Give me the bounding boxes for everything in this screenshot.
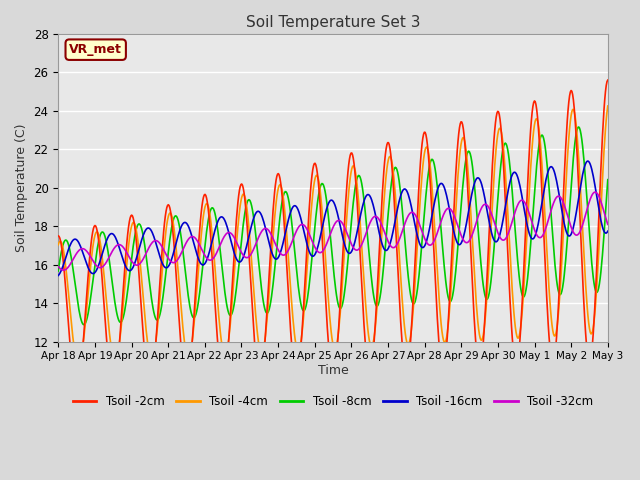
Y-axis label: Soil Temperature (C): Soil Temperature (C) [15, 123, 28, 252]
Text: VR_met: VR_met [69, 43, 122, 56]
Legend: Tsoil -2cm, Tsoil -4cm, Tsoil -8cm, Tsoil -16cm, Tsoil -32cm: Tsoil -2cm, Tsoil -4cm, Tsoil -8cm, Tsoi… [68, 391, 598, 413]
X-axis label: Time: Time [317, 364, 348, 377]
Title: Soil Temperature Set 3: Soil Temperature Set 3 [246, 15, 420, 30]
